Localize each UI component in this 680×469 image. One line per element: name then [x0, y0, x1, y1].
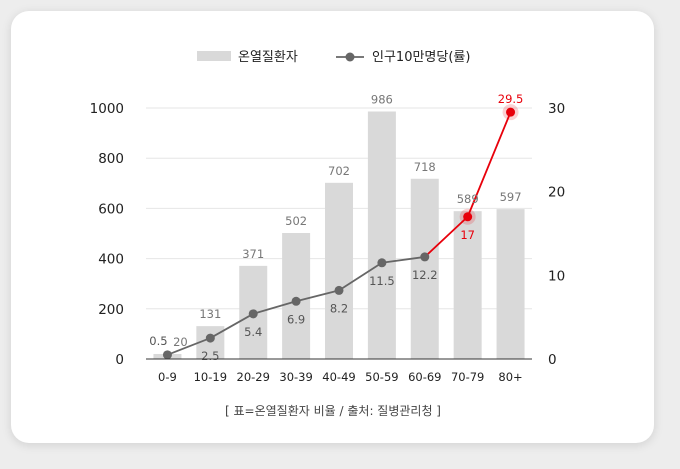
left-axis-tick: 800	[98, 151, 124, 167]
right-axis-tick: 10	[548, 268, 565, 284]
x-axis-tick: 40-49	[322, 370, 355, 384]
bar-value-label: 589	[457, 192, 479, 206]
rate-value-label: 29.5	[498, 92, 524, 106]
bar-series	[153, 111, 525, 359]
legend-line-label: 인구10만명당(률)	[372, 50, 470, 65]
bar-value-label: 502	[285, 214, 307, 228]
line-segment	[424, 216, 469, 258]
bar	[325, 182, 353, 359]
legend-bar-label: 온열질환자	[238, 50, 298, 65]
line-segment	[466, 111, 512, 218]
line-series	[162, 104, 519, 360]
rate-value-label: 12.2	[412, 268, 438, 282]
line-marker	[506, 107, 516, 117]
left-axis-tick: 1000	[90, 101, 124, 117]
legend-bar-swatch	[197, 51, 231, 61]
rate-value-label: 6.9	[287, 312, 305, 326]
rate-value-label: 2.5	[201, 349, 219, 363]
line-marker	[420, 252, 430, 262]
x-axis-tick: 60-69	[408, 370, 441, 384]
axes: 0 200 400 600 800 1000 0 10 20 30 0-9 10-19 20-29 30-…	[90, 101, 566, 384]
right-axis-tick: 0	[548, 352, 557, 368]
bar	[367, 111, 396, 359]
x-axis-tick: 20-29	[237, 370, 270, 384]
bar-value-label: 131	[199, 307, 221, 321]
bar-value-label: 718	[414, 160, 436, 174]
line-segment	[252, 300, 297, 315]
x-axis-tick: 0-9	[158, 370, 177, 384]
bar-value-label: 986	[371, 93, 393, 107]
bar-value-label: 371	[242, 247, 264, 261]
line-marker	[291, 296, 301, 306]
bar	[410, 178, 439, 359]
line-marker	[205, 333, 215, 343]
left-axis-tick: 0	[115, 352, 124, 368]
bar	[496, 209, 525, 359]
bar	[282, 232, 311, 359]
bar	[453, 211, 482, 359]
bar-value-label: 20	[173, 335, 188, 349]
legend-line-marker	[345, 52, 355, 62]
rate-value-label: 11.5	[369, 274, 395, 288]
line-segment	[167, 337, 211, 356]
x-axis-tick: 50-59	[365, 370, 398, 384]
x-axis-tick: 30-39	[279, 370, 312, 384]
right-axis-tick: 30	[548, 101, 565, 117]
x-axis-tick: 70-79	[451, 370, 484, 384]
line-segment	[209, 313, 254, 339]
line-segment	[338, 262, 383, 292]
rate-value-label: 8.2	[330, 301, 348, 315]
bar-value-label: 702	[328, 164, 350, 178]
rate-value-label: 5.4	[244, 325, 262, 339]
line-segment	[381, 256, 425, 264]
legend: 온열질환자 인구10만명당(률)	[197, 50, 470, 65]
line-marker	[162, 350, 172, 360]
line-marker	[377, 258, 387, 268]
source-note: [ 표=온열질환자 비율 / 출처: 질병관리청 ]	[225, 404, 441, 418]
line-segment	[295, 289, 340, 303]
x-axis-tick: 10-19	[194, 370, 227, 384]
rate-value-label: 17	[460, 228, 475, 242]
line-marker	[248, 309, 258, 319]
line-marker	[463, 212, 473, 222]
left-axis-tick: 200	[98, 302, 124, 318]
rate-value-label: 0.5	[149, 334, 167, 348]
right-axis-tick: 20	[548, 185, 565, 201]
left-axis-tick: 600	[98, 201, 124, 217]
left-axis-tick: 400	[98, 252, 124, 268]
bar-value-label: 597	[500, 190, 522, 204]
data-labels: 20 131 371 502 702 986 718 589 597 0.5 2.5 5.4 6.9 8.…	[149, 92, 523, 363]
line-marker	[334, 285, 344, 295]
x-axis-tick: 80+	[498, 370, 522, 384]
